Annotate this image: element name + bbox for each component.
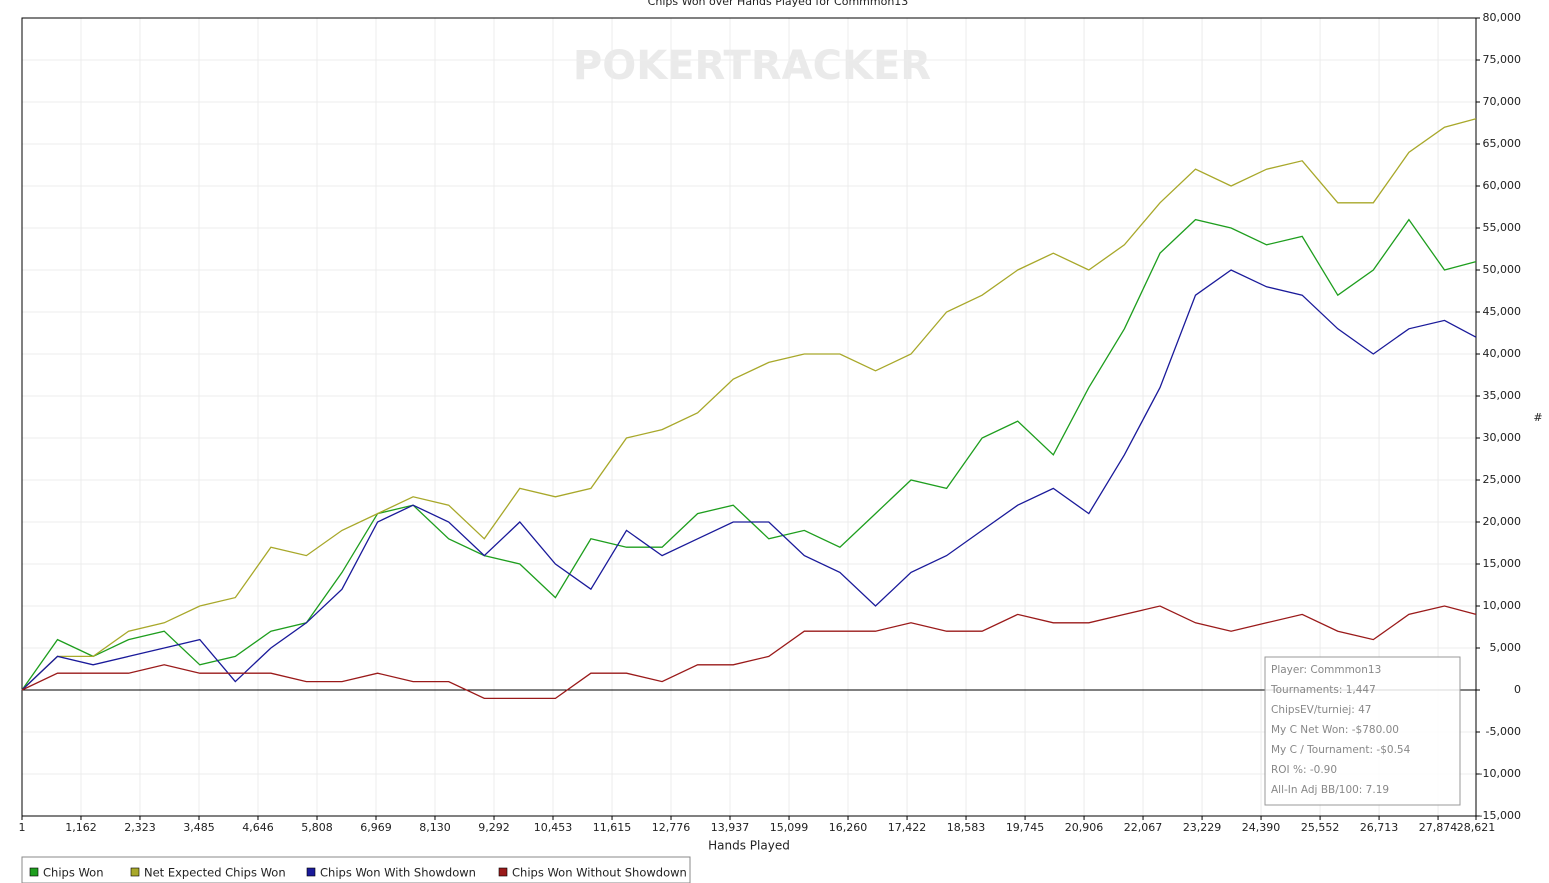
y-tick-label: 60,000 [1483, 179, 1522, 192]
info-text: Tournaments: 1,447 [1270, 684, 1376, 696]
x-tick-label: 12,776 [652, 821, 691, 834]
legend-swatch [29, 867, 39, 877]
x-tick-label: 17,422 [888, 821, 927, 834]
y-tick-label: 5,000 [1490, 641, 1522, 654]
y-tick-label: 75,000 [1483, 53, 1522, 66]
legend-label: Chips Won With Showdown [320, 866, 476, 880]
x-tick-label: 22,067 [1124, 821, 1163, 834]
y-tick-label: 20,000 [1483, 515, 1522, 528]
y-tick-label: 25,000 [1483, 473, 1522, 486]
legend-swatch [130, 867, 140, 877]
y-tick-label: 80,000 [1483, 11, 1522, 24]
x-tick-label: 6,969 [360, 821, 392, 834]
x-tick-label: 25,552 [1301, 821, 1340, 834]
x-tick-label: 19,745 [1006, 821, 1045, 834]
x-tick-label: 15,099 [770, 821, 809, 834]
info-text: Player: Commmon13 [1271, 664, 1381, 676]
x-tick-label: 26,713 [1360, 821, 1399, 834]
y-tick-label: 45,000 [1483, 305, 1522, 318]
y-axis-label: # [1533, 411, 1542, 424]
x-tick-label: 10,453 [534, 821, 573, 834]
y-tick-label: 50,000 [1483, 263, 1522, 276]
x-tick-label: 11,615 [593, 821, 632, 834]
x-tick-label: 9,292 [478, 821, 510, 834]
y-tick-label: 30,000 [1483, 431, 1522, 444]
y-tick-label: 0 [1514, 683, 1521, 696]
x-tick-label: 4,646 [242, 821, 274, 834]
x-tick-label: 18,583 [947, 821, 986, 834]
info-text: ROI %: -0.90 [1271, 764, 1337, 776]
plot-border [21, 17, 1477, 817]
x-tick-label: 3,485 [183, 821, 215, 834]
x-axis-label: Hands Played [708, 839, 790, 853]
info-text: All-In Adj BB/100: 7.19 [1271, 784, 1389, 796]
x-tick-label: 24,390 [1242, 821, 1281, 834]
series-line [21, 118, 1477, 691]
info-text: My C / Tournament: -$0.54 [1271, 744, 1411, 756]
legend-label: Chips Won Without Showdown [512, 866, 687, 880]
plot-area [22, 18, 1476, 816]
x-tick-label: 13,937 [711, 821, 750, 834]
legend-label: Chips Won [43, 866, 103, 880]
x-tick-label: 16,260 [829, 821, 868, 834]
y-tick-label: -15,000 [1479, 809, 1521, 822]
x-tick-label: 1,162 [65, 821, 97, 834]
x-tick-label: 28,621 [1457, 821, 1496, 834]
x-tick-label: 8,130 [419, 821, 451, 834]
y-tick-label: -5,000 [1486, 725, 1521, 738]
watermark: POKERTRACKER [573, 43, 931, 89]
x-tick-label: 5,808 [301, 821, 333, 834]
y-tick-label: 70,000 [1483, 95, 1522, 108]
y-tick-label: 40,000 [1483, 347, 1522, 360]
y-tick-label: 35,000 [1483, 389, 1522, 402]
info-text: ChipsEV/turniej: 47 [1271, 704, 1371, 716]
legend-label: Net Expected Chips Won [144, 866, 286, 880]
legend-swatch [498, 867, 508, 877]
x-tick-label: 20,906 [1065, 821, 1104, 834]
series-line [21, 269, 1477, 691]
y-tick-label: -10,000 [1479, 767, 1521, 780]
x-tick-label: 2,323 [124, 821, 156, 834]
x-tick-label: 23,229 [1183, 821, 1222, 834]
series-line [21, 605, 1477, 700]
chart-title: Chips Won over Hands Played for Commmon1… [648, 0, 909, 8]
info-text: My C Net Won: -$780.00 [1271, 724, 1399, 736]
x-tick-label: 27,874 [1419, 821, 1458, 834]
y-tick-label: 55,000 [1483, 221, 1522, 234]
y-tick-label: 65,000 [1483, 137, 1522, 150]
y-tick-label: 10,000 [1483, 599, 1522, 612]
x-tick-label: 1 [19, 821, 26, 834]
info-box [1264, 656, 1461, 806]
legend-swatch [306, 867, 316, 877]
y-tick-label: 15,000 [1483, 557, 1522, 570]
